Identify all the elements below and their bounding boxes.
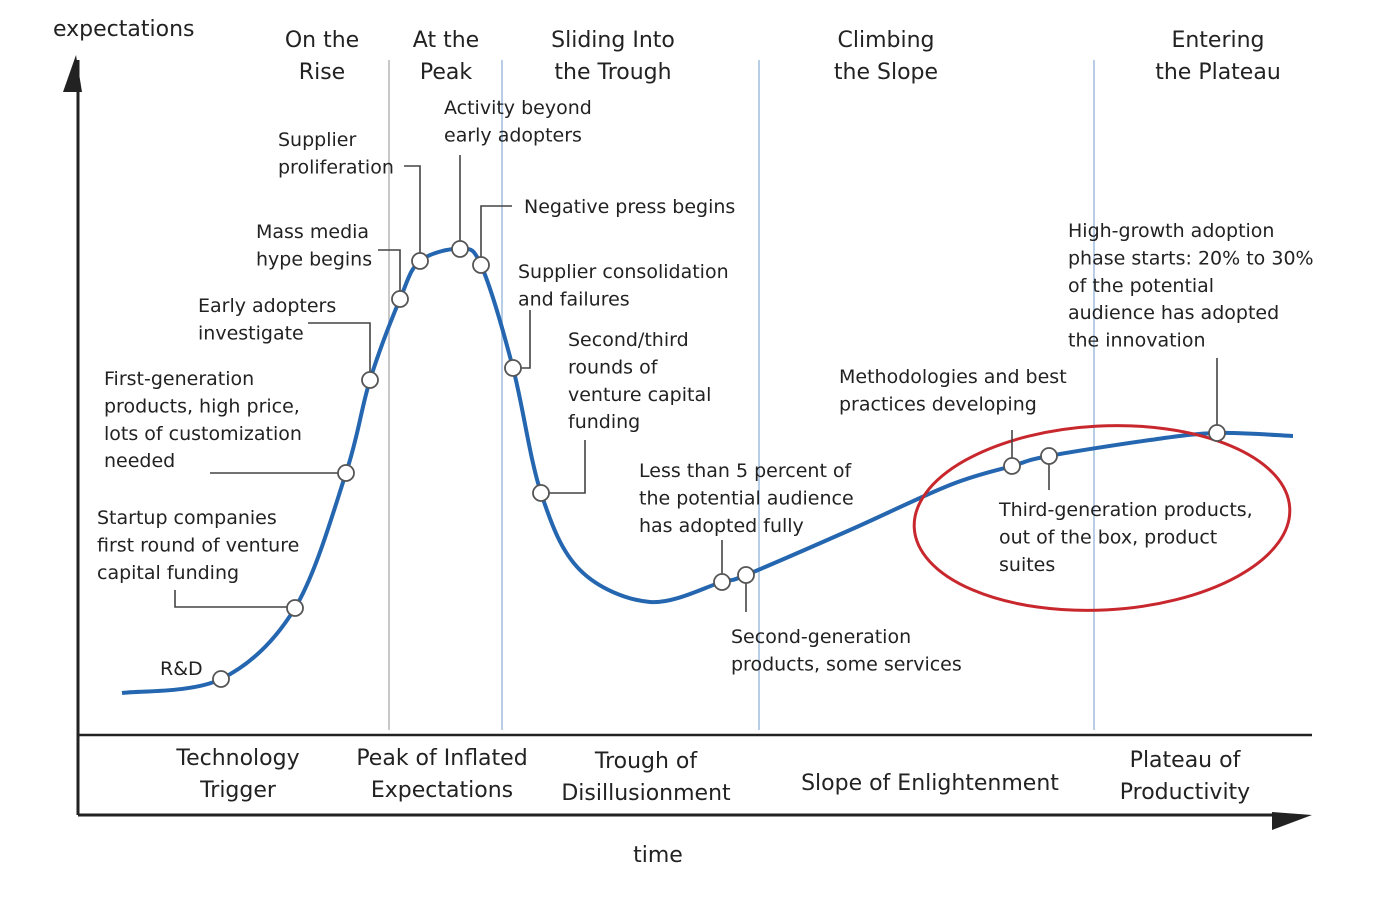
curve-marker bbox=[411, 252, 429, 270]
leader-line bbox=[480, 205, 512, 265]
annotation: Supplier bbox=[278, 129, 356, 151]
phase-label: Technology bbox=[175, 746, 299, 771]
phase-label: Productivity bbox=[1120, 780, 1250, 805]
curve-marker bbox=[1003, 457, 1021, 475]
curve-marker bbox=[713, 573, 731, 591]
annotation: R&D bbox=[160, 658, 203, 680]
y-axis-label: expectations bbox=[53, 17, 194, 42]
leader-line bbox=[378, 249, 401, 299]
stage-label: On the bbox=[285, 28, 359, 53]
annotation: the potential audience bbox=[639, 487, 854, 509]
annotation: proliferation bbox=[278, 156, 394, 178]
phase-label: Plateau of bbox=[1130, 748, 1242, 773]
stage-label: Rise bbox=[299, 60, 345, 85]
annotation: High-growth adoption bbox=[1068, 220, 1274, 242]
highlight-ellipse bbox=[912, 424, 1292, 612]
annotation: of the potential bbox=[1068, 275, 1214, 297]
leader-line bbox=[541, 440, 586, 494]
annotation: Second/third bbox=[568, 329, 689, 351]
annotation: investigate bbox=[198, 322, 304, 344]
stage-label: Peak bbox=[420, 60, 472, 85]
annotation: Early adopters bbox=[198, 295, 336, 317]
leader-line bbox=[308, 322, 371, 380]
annotation: hype begins bbox=[256, 248, 372, 270]
phase-label: Trigger bbox=[199, 778, 277, 803]
annotation: products, high price, bbox=[104, 395, 300, 417]
annotation: funding bbox=[568, 411, 640, 433]
annotation: rounds of bbox=[568, 356, 659, 378]
annotation: audience has adopted bbox=[1068, 302, 1279, 324]
curve-marker bbox=[1040, 447, 1058, 465]
stage-label: Climbing bbox=[837, 28, 934, 53]
annotation: capital funding bbox=[97, 562, 239, 584]
curve-marker bbox=[451, 240, 469, 258]
phase-label: Peak of Inflated bbox=[356, 746, 527, 771]
stage-label: At the bbox=[413, 28, 479, 53]
annotation: Mass media bbox=[256, 221, 369, 243]
annotation: needed bbox=[104, 450, 175, 472]
annotation: Methodologies and best bbox=[839, 366, 1067, 388]
annotation: Less than 5 percent of bbox=[639, 460, 853, 482]
stage-label: the Slope bbox=[834, 60, 938, 85]
annotation: venture capital bbox=[568, 384, 711, 406]
annotation: Activity beyond bbox=[444, 97, 592, 119]
curve-marker bbox=[1208, 424, 1226, 442]
annotation: lots of customization bbox=[104, 423, 302, 445]
x-arrow bbox=[1272, 812, 1312, 830]
annotation: has adopted fully bbox=[639, 515, 804, 537]
annotation: early adopters bbox=[444, 124, 582, 146]
leader-line bbox=[404, 165, 421, 261]
annotation: the innovation bbox=[1068, 330, 1206, 352]
phase-label: Trough of bbox=[594, 749, 699, 774]
x-axis-label: time bbox=[633, 843, 683, 868]
curve-marker bbox=[504, 359, 522, 377]
curve-marker bbox=[737, 566, 755, 584]
annotation: Third-generation products, bbox=[998, 499, 1253, 521]
annotation: First-generation bbox=[104, 368, 254, 390]
phase-label: Disillusionment bbox=[561, 781, 731, 806]
y-arrow bbox=[63, 55, 82, 92]
stage-label: the Trough bbox=[554, 60, 671, 85]
annotation: products, some services bbox=[731, 653, 962, 675]
curve-marker bbox=[337, 464, 355, 482]
annotation: Startup companies bbox=[97, 507, 277, 529]
phase-label: Slope of Enlightenment bbox=[801, 771, 1059, 796]
stage-label: the Plateau bbox=[1155, 60, 1281, 85]
curve-marker bbox=[472, 256, 490, 274]
leader-line bbox=[513, 310, 531, 369]
curve-marker bbox=[391, 290, 409, 308]
annotation: Negative press begins bbox=[524, 196, 735, 218]
curve-marker bbox=[212, 670, 230, 688]
annotation: and failures bbox=[518, 288, 630, 310]
leader-line bbox=[174, 590, 295, 608]
stage-label: Entering bbox=[1171, 28, 1264, 53]
annotation: suites bbox=[999, 554, 1055, 576]
phase-label: Expectations bbox=[371, 778, 513, 803]
annotation: phase starts: 20% to 30% bbox=[1068, 247, 1314, 269]
annotation: Second-generation bbox=[731, 626, 911, 648]
annotation: first round of venture bbox=[97, 534, 299, 556]
annotation: out of the box, product bbox=[999, 526, 1217, 548]
annotation: practices developing bbox=[839, 393, 1037, 415]
curve-marker bbox=[286, 599, 304, 617]
stage-label: Sliding Into bbox=[551, 28, 675, 53]
annotation: Supplier consolidation bbox=[518, 261, 729, 283]
curve-marker bbox=[361, 371, 379, 389]
curve-marker bbox=[532, 484, 550, 502]
